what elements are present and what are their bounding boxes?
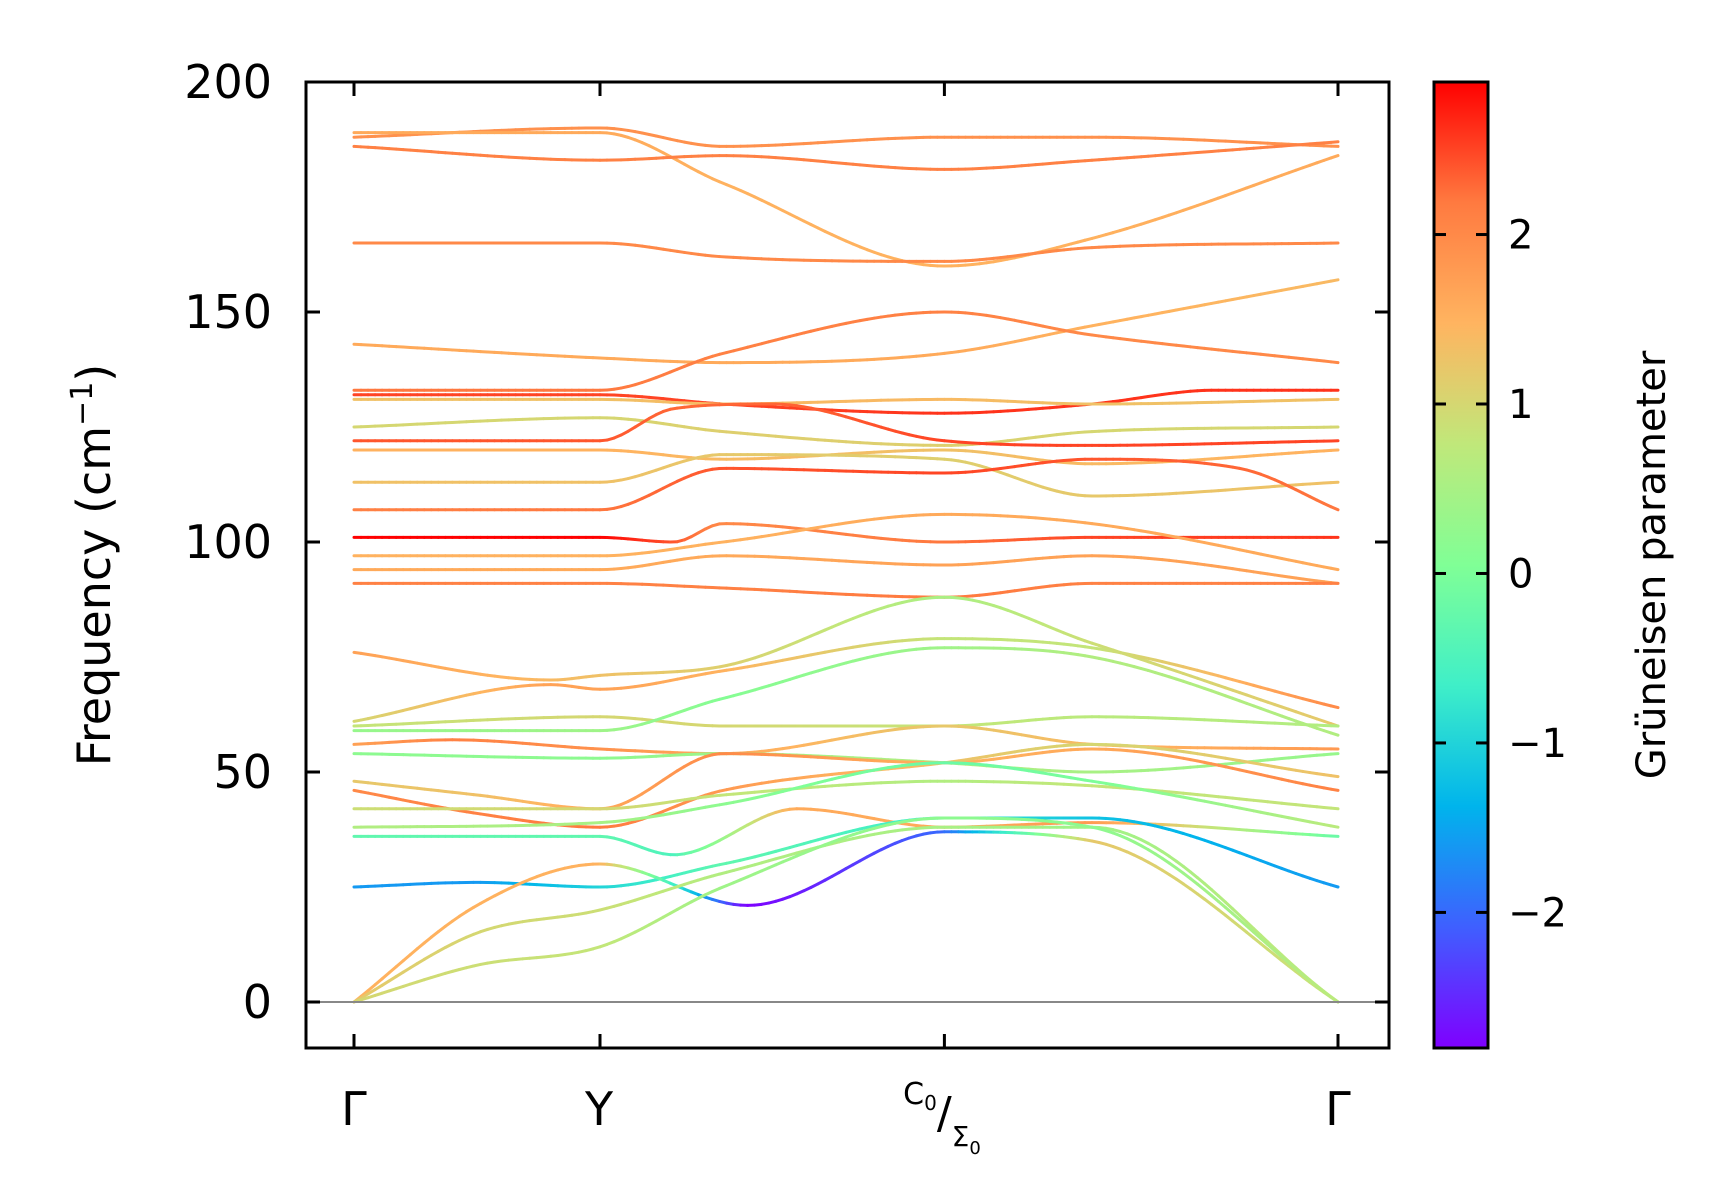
phonon-band-04 <box>352 241 1340 263</box>
phonon-band-13 <box>352 457 1340 512</box>
colorbar-tick-label-3: −1 <box>1508 721 1567 767</box>
colorbar-tick-label-4: −2 <box>1508 890 1567 936</box>
colorbar <box>1432 80 1490 1050</box>
phonon-band-02 <box>352 131 1340 268</box>
phonon-band-26 <box>352 779 1340 811</box>
xtick-y: Y <box>584 1082 614 1136</box>
x-tick-labels: Γ Y C0/Σ0 Γ <box>341 1077 1351 1159</box>
plot-frame <box>304 80 1391 1050</box>
phonon-band-23 <box>352 752 1340 774</box>
y-ticks: 0 50 100 150 200 <box>184 55 1389 1029</box>
phonon-band-03 <box>352 140 1340 171</box>
colorbar-ticks: 2 1 0 −1 −2 <box>1434 213 1567 936</box>
phonon-band-30 <box>352 830 1340 1004</box>
xtick-c0-sigma0: C0/Σ0 <box>903 1077 981 1159</box>
phonon-band-05 <box>352 278 1340 365</box>
xtick-gamma-start: Γ <box>341 1082 367 1136</box>
ytick-label-150: 150 <box>184 285 272 339</box>
x-tick-lines <box>352 82 1340 1048</box>
colorbar-tick-label-0: 2 <box>1508 213 1533 259</box>
phonon-band-12 <box>352 453 1340 498</box>
colorbar-label: Grüneisen parameter <box>1629 350 1675 779</box>
phonon-band-16 <box>352 554 1340 585</box>
ytick-label-0: 0 <box>243 975 272 1029</box>
phonon-band-14 <box>352 522 1340 544</box>
phonon-band-10 <box>352 402 1340 447</box>
phonon-band-32 <box>352 816 1340 1004</box>
ytick-label-50: 50 <box>213 745 272 799</box>
phonon-band-29 <box>352 816 1340 889</box>
phonon-band-18 <box>352 595 1340 728</box>
phonon-band-21 <box>352 646 1340 737</box>
phonon-band-27 <box>352 761 1340 829</box>
phonon-band-08 <box>352 397 1340 406</box>
phonon-band-01 <box>352 126 1340 148</box>
phonon-band-15 <box>352 512 1340 572</box>
ytick-label-100: 100 <box>184 515 272 569</box>
colorbar-tick-label-2: 0 <box>1508 551 1533 597</box>
phonon-band-24 <box>352 747 1340 811</box>
phonon-band-06 <box>352 310 1340 392</box>
xtick-gamma-end: Γ <box>1325 1082 1351 1136</box>
phonon-band-20 <box>352 715 1340 728</box>
ytick-label-200: 200 <box>184 55 272 109</box>
band-lines <box>352 126 1340 1004</box>
phonon-band-17 <box>352 581 1340 599</box>
phonon-band-25 <box>352 742 1340 829</box>
colorbar-tick-label-1: 1 <box>1508 382 1533 428</box>
phonon-band-31 <box>352 825 1340 1004</box>
y-axis-label: Frequency (cm−1) <box>65 364 121 767</box>
phonon-band-19 <box>352 637 1340 723</box>
